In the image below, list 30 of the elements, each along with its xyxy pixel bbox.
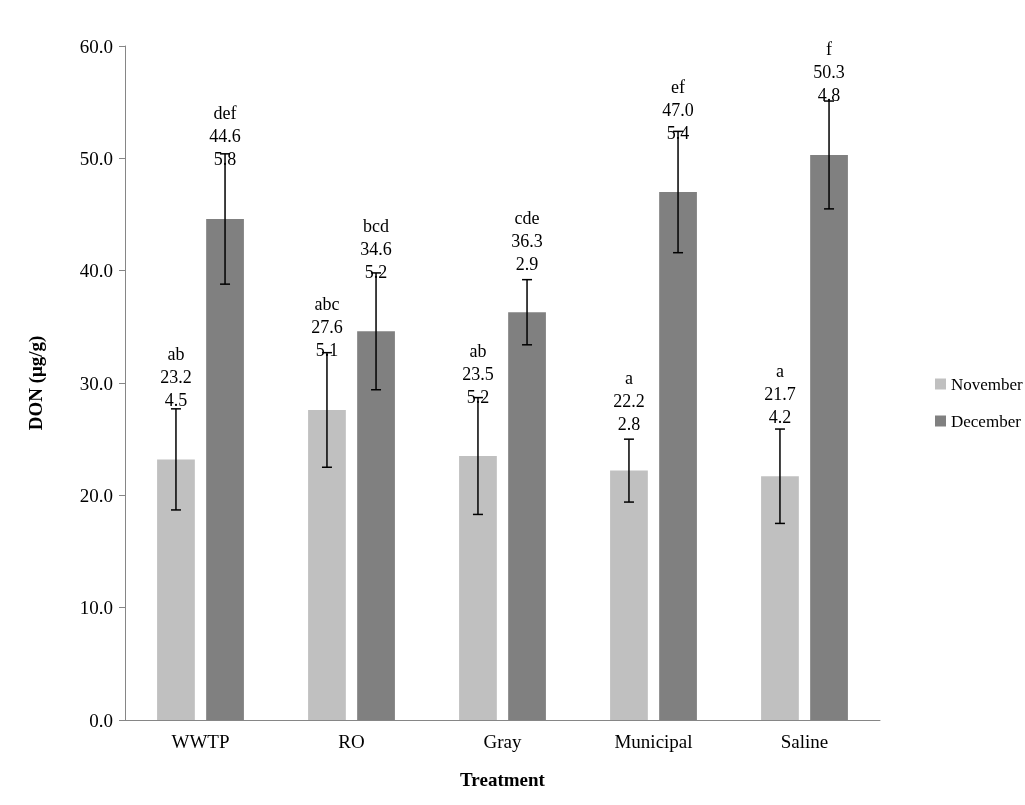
x-tick-label: Gray xyxy=(483,731,522,752)
data-label: a 22.2 2.8 xyxy=(613,367,645,434)
y-tick-label: 30.0 xyxy=(79,372,113,394)
y-tick-label: 0.0 xyxy=(89,709,113,731)
x-axis-title: Treatment xyxy=(460,769,546,790)
bar xyxy=(459,456,497,720)
x-tick-label: Saline xyxy=(780,731,829,752)
y-tick-label: 50.0 xyxy=(79,147,113,169)
bar xyxy=(157,459,195,720)
x-tick-label: WWTP xyxy=(171,731,230,752)
data-label: a 21.7 4.2 xyxy=(764,360,796,427)
data-label: ef 47.0 5.4 xyxy=(662,76,694,143)
bar xyxy=(761,476,799,720)
y-tick-label: 10.0 xyxy=(79,597,113,619)
legend-label: November xyxy=(951,374,1024,394)
data-label: ab 23.2 4.5 xyxy=(160,343,192,410)
x-tick-label: RO xyxy=(338,731,365,752)
bar xyxy=(610,470,648,720)
y-tick-label: 60.0 xyxy=(79,35,113,57)
y-axis-title: DON (μg/g) xyxy=(25,335,47,431)
data-label: abc 27.6 5.1 xyxy=(311,294,343,361)
x-tick-label: Municipal xyxy=(614,731,693,752)
data-label: cde 36.3 2.9 xyxy=(511,208,543,275)
data-label: f 50.3 4.8 xyxy=(813,39,845,106)
data-label: ab 23.5 5.2 xyxy=(462,340,494,407)
data-label: bcd 34.6 5.2 xyxy=(360,215,392,282)
y-tick-label: 40.0 xyxy=(79,260,113,282)
y-tick-label: 20.0 xyxy=(79,484,113,506)
legend-label: December xyxy=(951,411,1022,431)
bar xyxy=(308,409,346,720)
